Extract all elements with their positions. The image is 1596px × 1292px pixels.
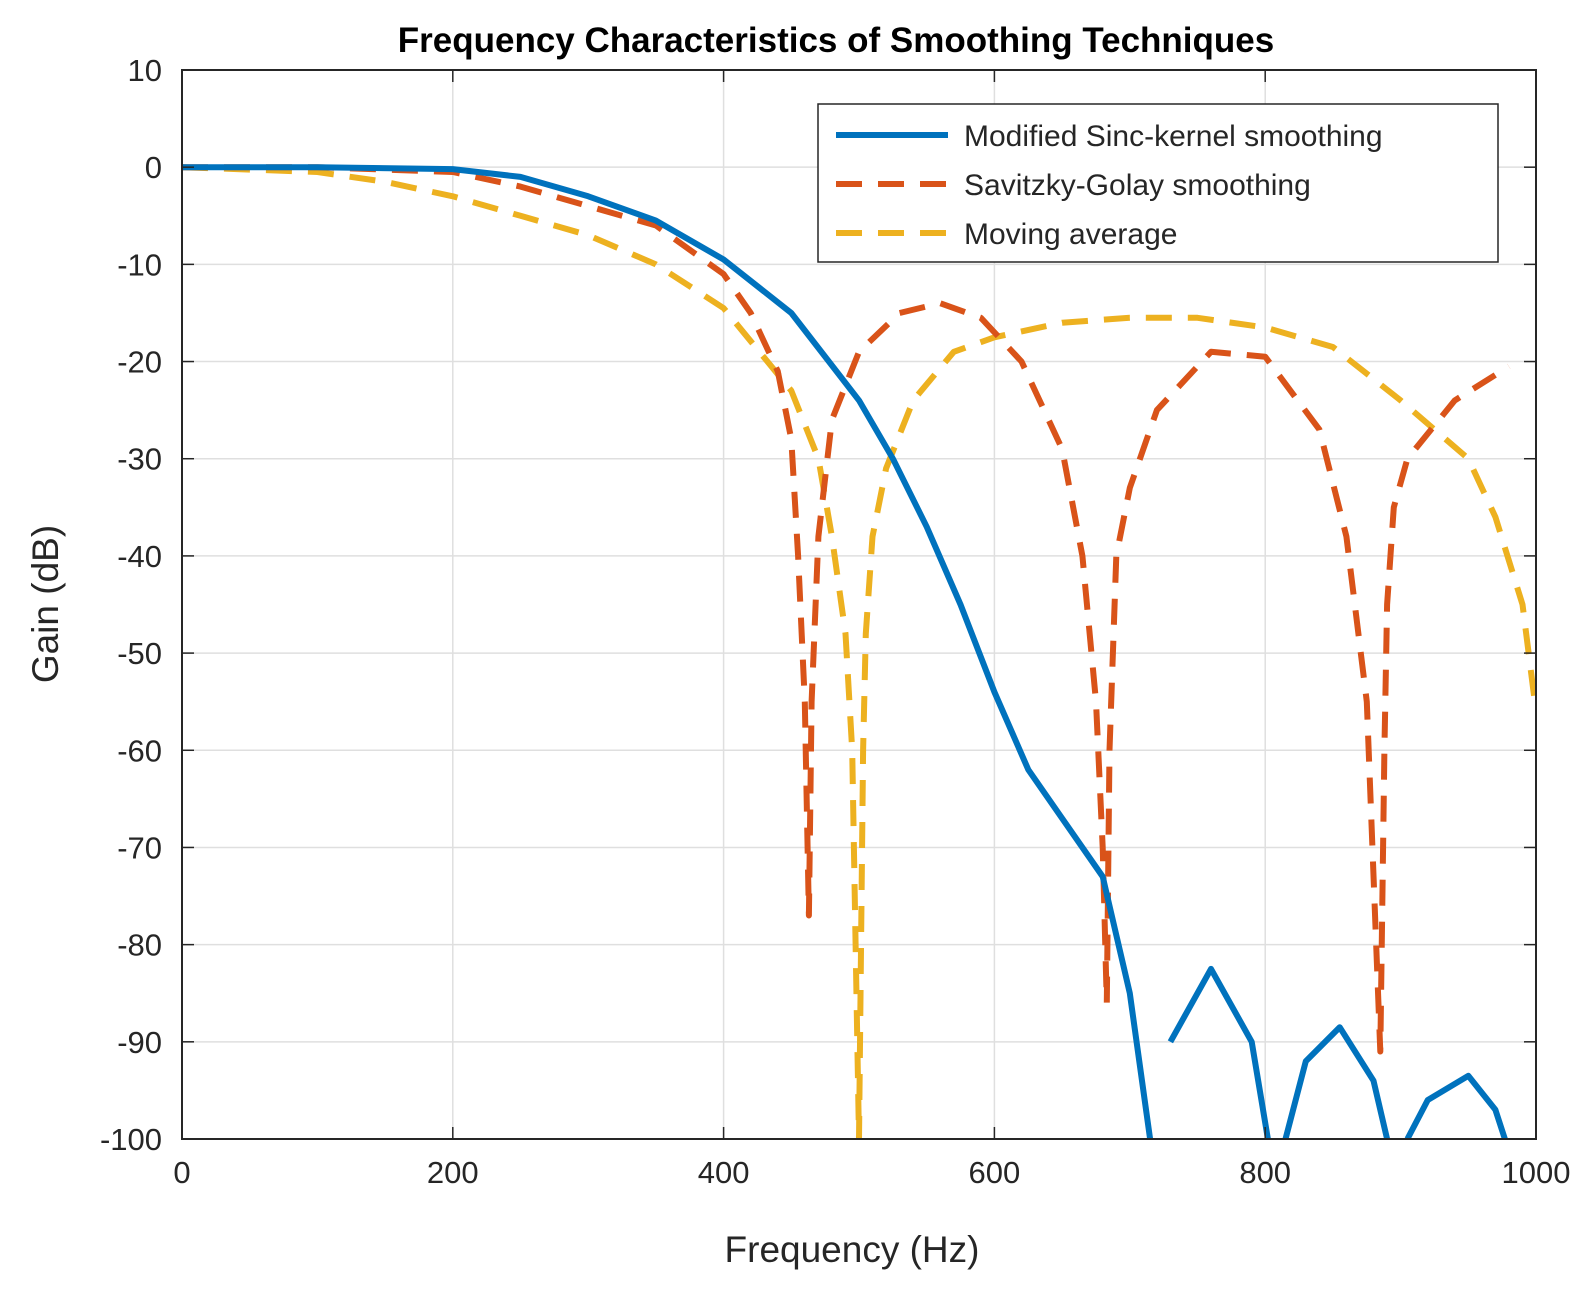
legend-label-0: Modified Sinc-kernel smoothing [964, 120, 1383, 153]
y-tick-label: -70 [117, 830, 162, 865]
y-tick-label: -40 [117, 539, 162, 574]
series-line-1 [182, 164, 1511, 1055]
tick-labels: 0 200 400 600 800 1000 10 0 -10 -20 -30 -40 -50 -60 -7… [100, 53, 1571, 1190]
y-tick-label: 0 [145, 150, 162, 185]
legend-label-2: Moving average [964, 218, 1177, 251]
x-axis-title: Frequency (Hz) [725, 1229, 980, 1270]
y-tick-label: -10 [117, 247, 162, 282]
x-tick-label: 400 [698, 1155, 750, 1190]
y-tick-label: -90 [117, 1025, 162, 1060]
ticks [181, 69, 1537, 1140]
y-tick-label: -100 [100, 1122, 162, 1157]
x-tick-label: 200 [427, 1155, 479, 1190]
x-tick-label: 0 [173, 1155, 190, 1190]
legend-label-1: Savitzky-Golay smoothing [964, 169, 1311, 202]
x-tick-label: 1000 [1502, 1155, 1571, 1190]
series-line-2 [182, 164, 1536, 1139]
y-tick-label: -60 [117, 733, 162, 768]
series-layer [182, 164, 1536, 1139]
chart-title: Frequency Characteristics of Smoothing T… [398, 21, 1274, 60]
y-tick-label: -80 [117, 928, 162, 963]
x-tick-label: 800 [1239, 1155, 1291, 1190]
plot-frame [181, 69, 1537, 1140]
y-tick-label: 10 [128, 53, 162, 88]
y-tick-label: -30 [117, 442, 162, 477]
series-line-0 [182, 164, 1508, 1139]
x-tick-label: 600 [969, 1155, 1021, 1190]
y-tick-label: -20 [117, 345, 162, 380]
legend: Modified Sinc-kernel smoothing Savitzky-G… [817, 103, 1499, 263]
y-axis-title: Gain (dB) [25, 525, 66, 683]
y-tick-label: -50 [117, 636, 162, 671]
